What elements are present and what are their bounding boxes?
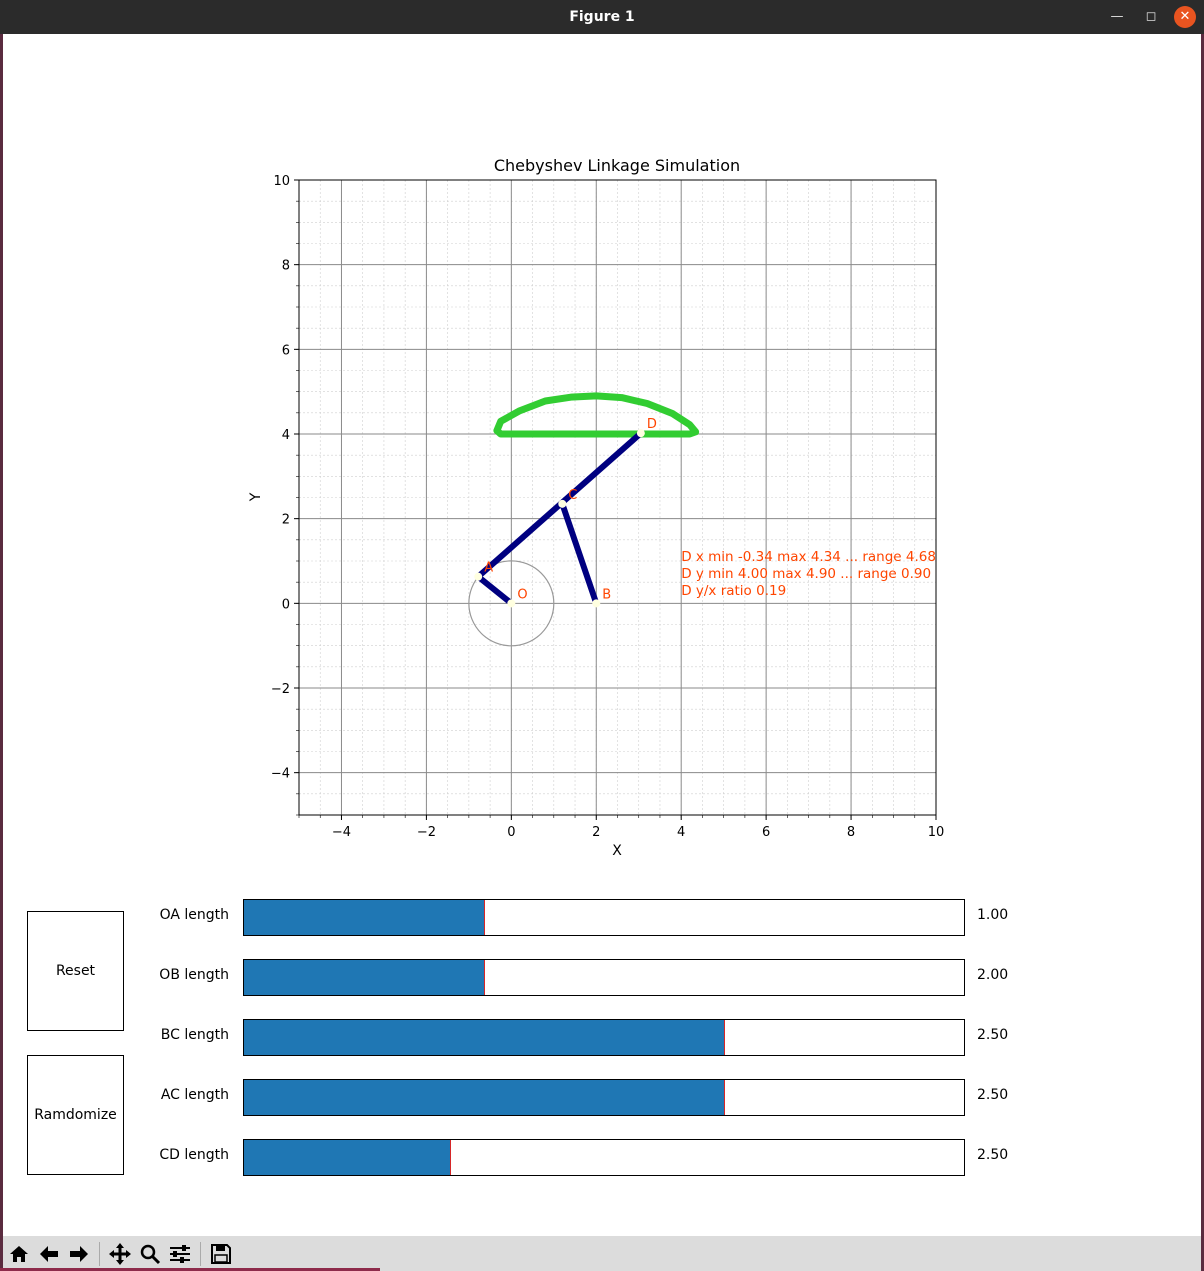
x-tick-label: 8 [847, 825, 855, 840]
link-oa [475, 573, 515, 607]
minor-grid [298, 179, 937, 816]
toolbar-separator [200, 1242, 201, 1266]
save-icon[interactable] [207, 1240, 235, 1268]
zoom-icon[interactable] [136, 1240, 164, 1268]
joint-label-c: C [568, 488, 577, 503]
slider-track[interactable] [243, 959, 965, 996]
info-line: D y min 4.00 max 4.90 ... range 0.90 [681, 566, 931, 582]
x-tick-label: 10 [928, 825, 945, 840]
randomize-button-label: Ramdomize [34, 1107, 117, 1123]
linkage-joints: O A B C D [474, 417, 657, 608]
y-axis-ticks: −4 −2 0 2 4 6 8 10 [271, 174, 299, 816]
joint-label-o: O [517, 587, 527, 602]
y-tick-label: 10 [273, 174, 290, 189]
desktop-accent-line [0, 1268, 380, 1271]
reset-button-label: Reset [55, 963, 96, 979]
slider-value: 2.50 [977, 1087, 1009, 1103]
x-tick-label: 0 [507, 825, 515, 840]
joint-label-b: B [602, 587, 611, 602]
slider-label: BC length [160, 1027, 229, 1043]
maximize-icon[interactable]: ◻ [1145, 9, 1157, 24]
figure-canvas: Chebyshev Linkage Simulation −4 −2 0 2 4 6 8 10… [3, 34, 1201, 1236]
joint-a [474, 572, 483, 581]
slider-track[interactable] [243, 1079, 965, 1116]
x-tick-label: 2 [592, 825, 600, 840]
slider-fill[interactable] [244, 1080, 726, 1115]
slider-label: AC length [160, 1087, 229, 1103]
joint-d [636, 429, 645, 438]
trajectory-info: D x min -0.34 max 4.34 ... range 4.68D y… [681, 549, 936, 599]
slider-track[interactable] [243, 899, 965, 936]
forward-icon[interactable] [65, 1240, 93, 1268]
x-axis-label: X [612, 843, 622, 859]
pan-icon[interactable] [106, 1240, 134, 1268]
joint-o [507, 599, 516, 608]
home-icon[interactable] [5, 1240, 33, 1268]
x-tick-label: −4 [332, 825, 351, 840]
slider-fill[interactable] [244, 960, 485, 995]
reset-button[interactable]: Reset [27, 911, 124, 1031]
x-axis-ticks: −4 −2 0 2 4 6 8 10 [298, 815, 945, 840]
y-tick-label: 6 [282, 343, 290, 358]
y-tick-label: −4 [271, 767, 290, 782]
joint-label-a: A [484, 561, 493, 576]
close-icon[interactable]: ✕ [1174, 6, 1196, 28]
slider-label: OA length [159, 907, 229, 923]
window-title: Figure 1 [569, 9, 635, 25]
slider-label: CD length [159, 1147, 229, 1163]
x-tick-label: −2 [417, 825, 436, 840]
back-icon[interactable] [35, 1240, 63, 1268]
slider-fill[interactable] [244, 1020, 726, 1055]
window-titlebar: Figure 1 — ◻ ✕ [0, 0, 1204, 34]
crank-circle [468, 560, 555, 647]
plot-title: Chebyshev Linkage Simulation [494, 156, 740, 175]
joint-b [592, 599, 601, 608]
trajectory-curve [493, 392, 700, 438]
y-tick-label: 4 [282, 428, 290, 443]
y-axis-label: Y [248, 492, 264, 502]
slider-value: 2.00 [977, 967, 1009, 983]
slider-fill[interactable] [244, 1140, 451, 1175]
slider-fill[interactable] [244, 900, 485, 935]
info-line: D y/x ratio 0.19 [681, 583, 786, 599]
randomize-button[interactable]: Ramdomize [27, 1055, 124, 1175]
y-tick-label: 8 [282, 259, 290, 274]
navigation-toolbar [3, 1236, 1201, 1271]
slider-track[interactable] [243, 1019, 965, 1056]
slider-track[interactable] [243, 1139, 965, 1176]
linkage-plot[interactable]: Chebyshev Linkage Simulation −4 −2 0 2 4 6 8 10… [3, 34, 1201, 874]
y-tick-label: −2 [271, 682, 290, 697]
toolbar-separator [99, 1242, 100, 1266]
slider-label: OB length [159, 967, 229, 983]
y-tick-label: 0 [282, 597, 290, 612]
x-tick-label: 4 [677, 825, 685, 840]
link-cb [559, 500, 600, 607]
info-line: D x min -0.34 max 4.34 ... range 4.68 [681, 549, 936, 565]
configure-icon[interactable] [166, 1240, 194, 1268]
x-tick-label: 6 [762, 825, 770, 840]
y-tick-label: 2 [282, 513, 290, 528]
slider-value: 1.00 [977, 907, 1009, 923]
minimize-icon[interactable]: — [1110, 9, 1124, 24]
slider-value: 2.50 [977, 1027, 1009, 1043]
joint-label-d: D [647, 417, 657, 432]
joint-c [558, 499, 567, 508]
slider-value: 2.50 [977, 1147, 1009, 1163]
